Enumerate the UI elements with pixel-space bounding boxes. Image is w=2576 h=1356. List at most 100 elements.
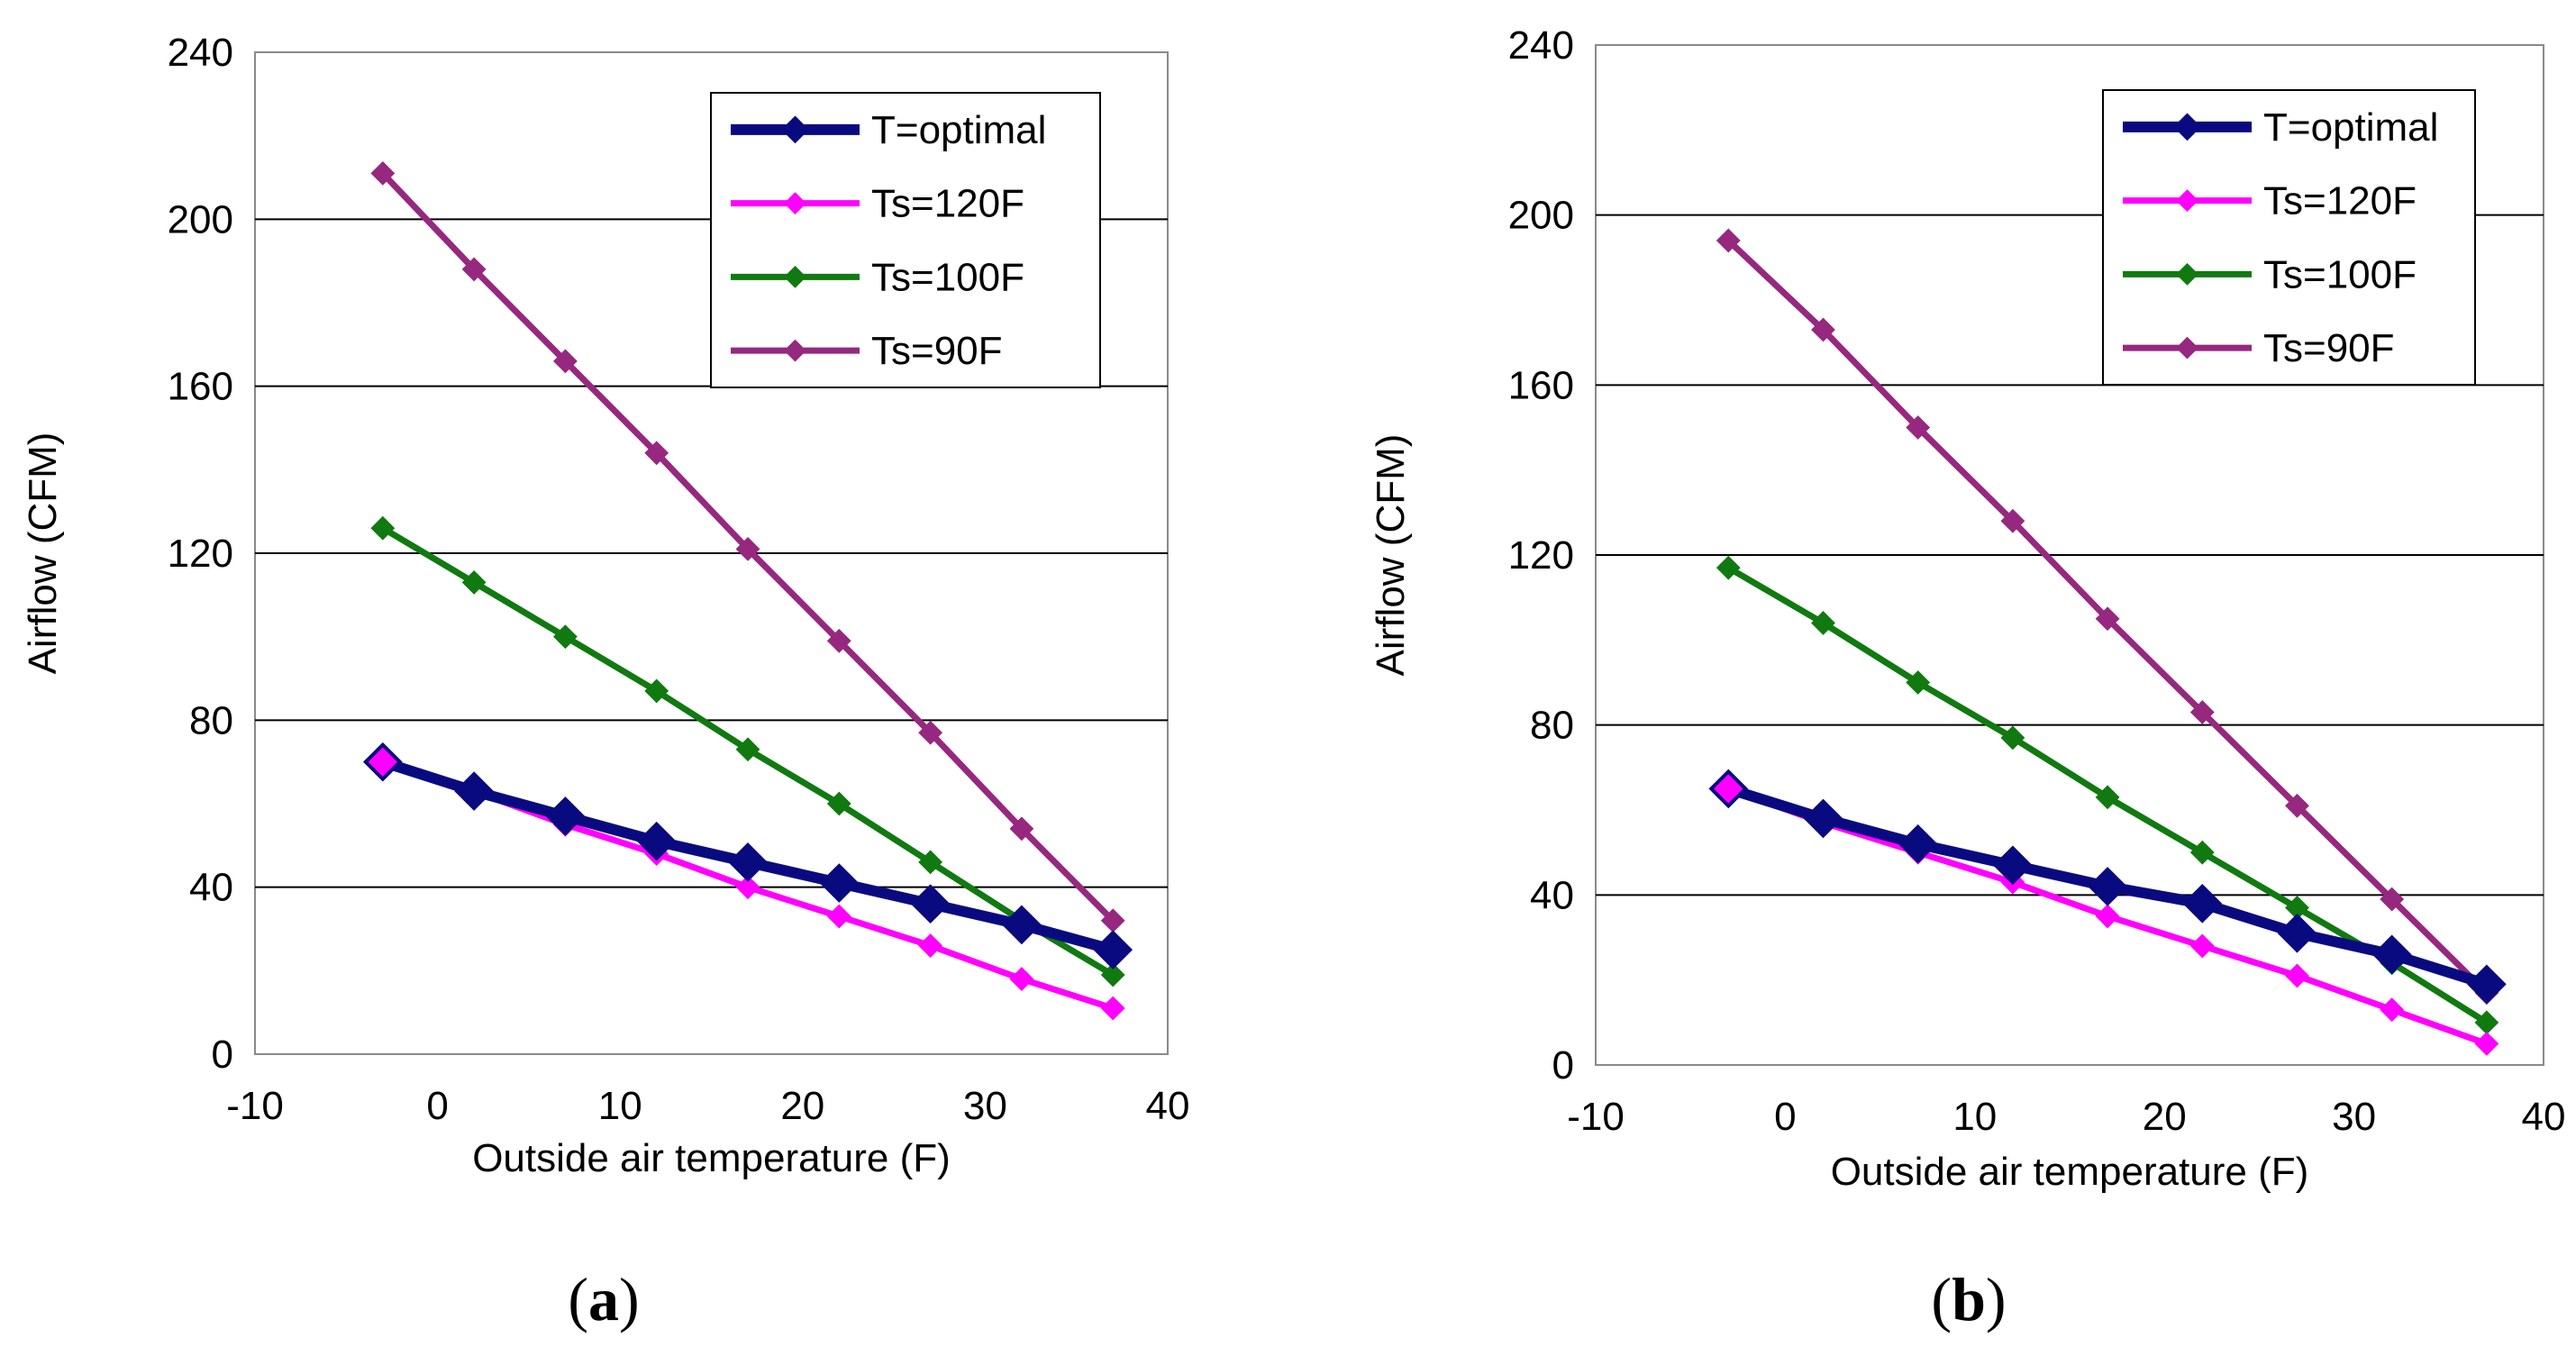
series-t-optimal [362, 742, 1133, 969]
data-point [735, 536, 760, 561]
y-tick-label: 40 [189, 866, 233, 910]
data-point [2088, 867, 2127, 906]
data-point [2000, 508, 2025, 533]
data-point [819, 863, 860, 903]
x-tick-label: -10 [226, 1084, 284, 1128]
data-point [1906, 415, 1931, 440]
y-tick-label: 40 [1530, 873, 1574, 917]
panel-caption: (b) [1931, 1265, 2006, 1333]
legend-label: T=optimal [2263, 105, 2438, 150]
data-point [2371, 934, 2412, 975]
x-axis-title: Outside air temperature (F) [1831, 1150, 2309, 1194]
x-tick-label: 10 [598, 1084, 642, 1128]
data-point [735, 737, 760, 762]
series-ts-90f [370, 160, 1125, 933]
data-point [1009, 967, 1034, 992]
data-point [1716, 555, 1741, 580]
data-point [1803, 798, 1843, 839]
legend-swatch-marker [2176, 262, 2198, 286]
data-point [910, 884, 951, 924]
x-tick-label: 20 [780, 1084, 824, 1128]
data-point [370, 160, 396, 186]
y-tick-label: 200 [168, 197, 233, 241]
data-point [2182, 883, 2223, 924]
y-tick-label: 160 [1508, 363, 1574, 407]
data-point [735, 875, 760, 900]
data-point [2189, 933, 2215, 959]
x-tick-label: 0 [426, 1084, 448, 1128]
legend-swatch-marker [2176, 336, 2198, 359]
y-tick-label: 80 [189, 698, 233, 742]
data-point [1811, 317, 1835, 342]
legend-swatch-marker [784, 265, 806, 288]
x-tick-label: 40 [2522, 1095, 2566, 1139]
chart-panel-a: 0 40 80 120 160 200 240 -10 0 10 20 30 40 Outside air… [21, 31, 1189, 1333]
chart-panel-b: 0 40 80 120 160 200 240 -10 0 10 20 30 40 Outside air… [1369, 23, 2565, 1333]
x-tick-label: 30 [2332, 1095, 2376, 1139]
y-tick-label: 120 [1508, 533, 1574, 578]
y-axis-title: Airflow (CFM) [21, 432, 65, 675]
legend-swatch-marker [2176, 189, 2198, 213]
data-point [2000, 725, 2025, 751]
data-point [545, 796, 586, 836]
data-point [636, 821, 677, 861]
data-point [461, 570, 487, 595]
data-point [2285, 793, 2309, 818]
data-point [918, 933, 943, 958]
panel-caption: (a) [568, 1265, 639, 1333]
data-point [1708, 769, 1749, 809]
y-tick-label: 0 [212, 1033, 233, 1077]
y-axis-title: Airflow (CFM) [1369, 434, 1413, 677]
legend: T=optimal Ts=120F Ts=100F Ts=90F [710, 92, 1101, 388]
legend-swatch-marker [2173, 113, 2201, 141]
data-point [2277, 913, 2317, 953]
data-point [1716, 228, 1741, 253]
y-tick-label: 240 [168, 31, 233, 75]
legend-label: Ts=100F [871, 255, 1024, 299]
data-point [728, 842, 768, 882]
legend-label: Ts=120F [871, 182, 1024, 226]
data-point [1898, 824, 1938, 864]
data-point [2467, 964, 2507, 1005]
y-tick-label: 160 [168, 365, 233, 409]
data-point [826, 791, 851, 816]
data-point [2095, 606, 2120, 632]
data-point [2380, 997, 2405, 1023]
data-point [918, 720, 943, 745]
data-point [1009, 816, 1034, 842]
legend-box [710, 92, 1101, 388]
legend: T=optimal Ts=120F Ts=100F Ts=90F [2102, 89, 2476, 386]
data-point [1100, 962, 1125, 987]
data-point [461, 257, 487, 282]
data-point [454, 771, 494, 811]
data-point [1100, 996, 1125, 1021]
y-tick-label: 240 [1508, 23, 1574, 68]
data-point [918, 850, 943, 875]
x-tick-label: 10 [1952, 1095, 1997, 1139]
series-t-optimal [1708, 769, 2507, 1005]
data-point [2095, 785, 2120, 810]
y-tick-label: 0 [1552, 1043, 1574, 1088]
data-point [826, 628, 851, 653]
data-point [1811, 611, 1835, 635]
x-tick-label: 40 [1146, 1084, 1190, 1128]
legend-swatch-marker [784, 192, 806, 215]
data-point [644, 678, 669, 704]
x-tick-label: 30 [963, 1084, 1007, 1128]
x-axis-title: Outside air temperature (F) [472, 1136, 951, 1180]
data-point [2095, 904, 2120, 929]
series-ts-90f [1716, 228, 2499, 1006]
data-point [362, 742, 403, 782]
data-point [1993, 845, 2033, 886]
data-point [1002, 905, 1042, 945]
data-point [2285, 963, 2309, 988]
data-point [644, 441, 669, 466]
data-point [1906, 670, 1931, 695]
data-point [370, 515, 396, 541]
legend-label: Ts=90F [2263, 326, 2395, 370]
data-point [2380, 887, 2405, 912]
data-point [2474, 1032, 2499, 1056]
y-tick-label: 80 [1530, 704, 1574, 748]
legend-label: Ts=120F [2263, 179, 2417, 223]
